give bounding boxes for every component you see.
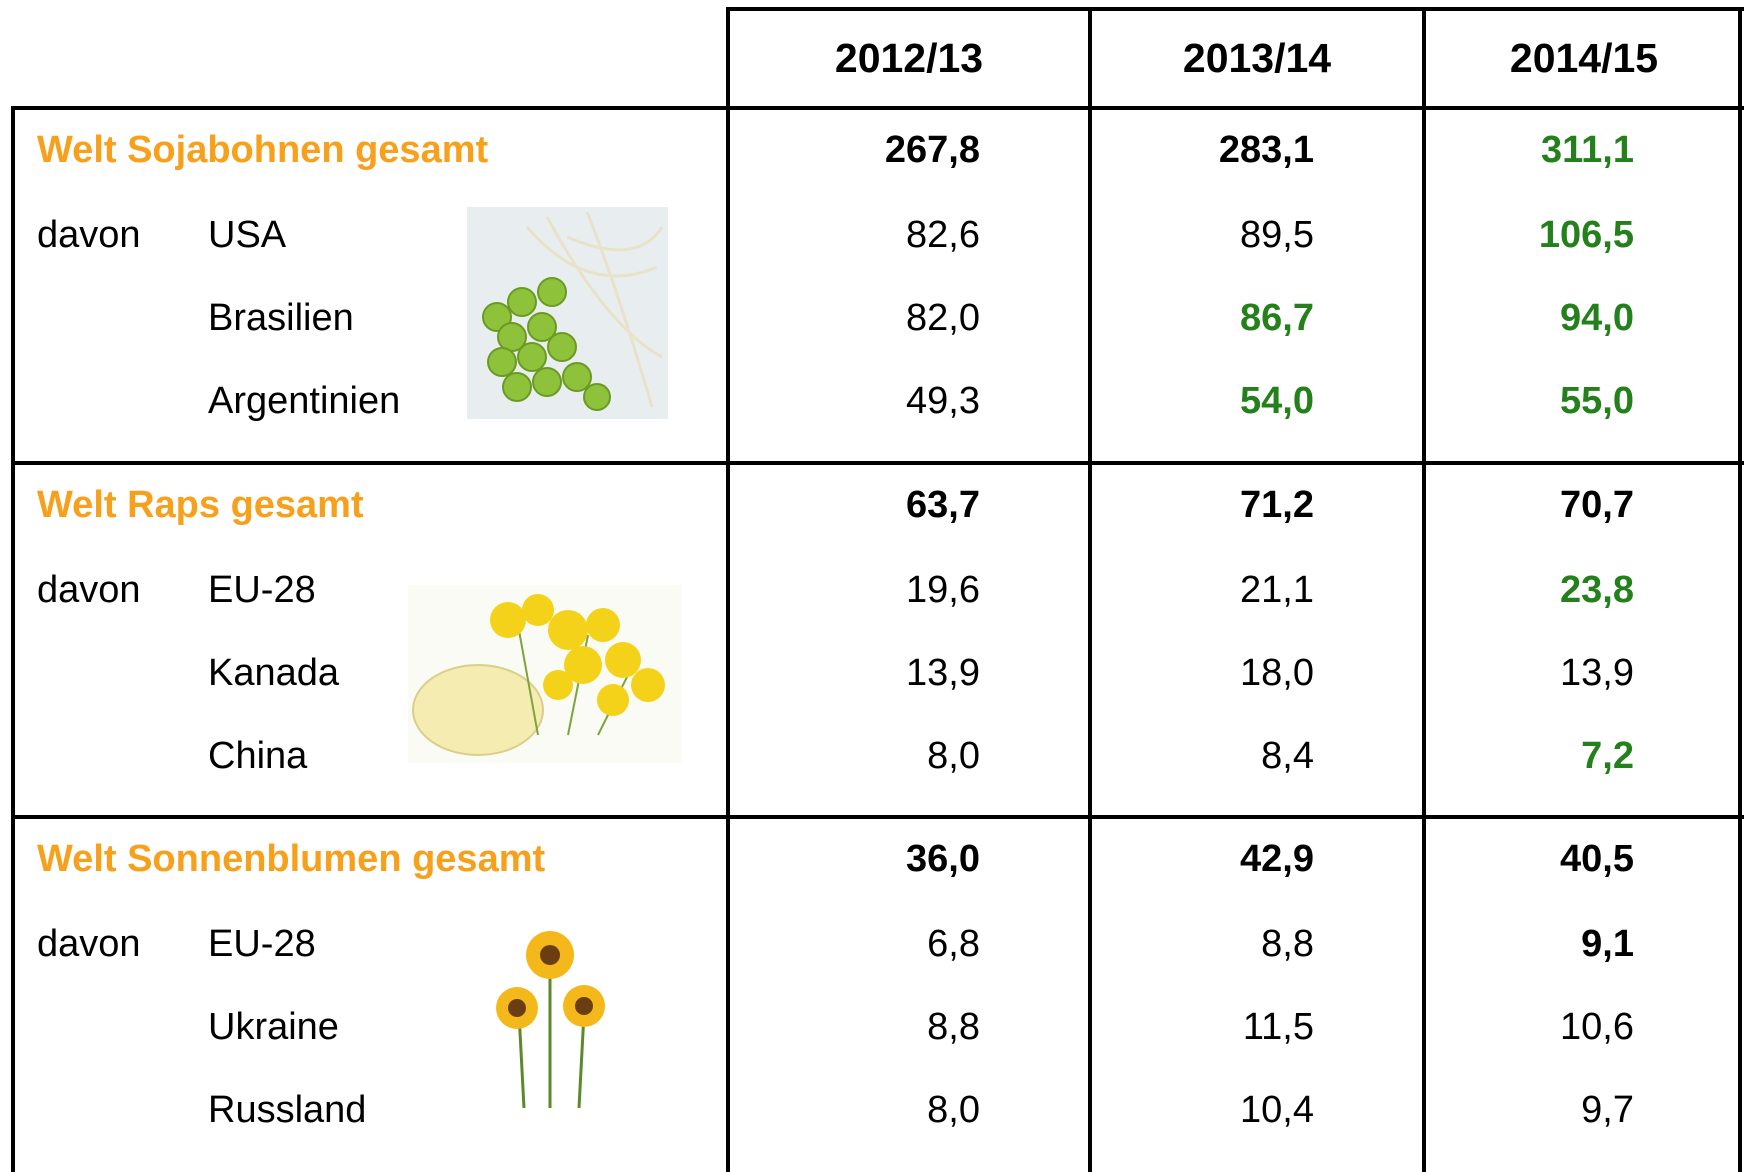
cell-value: 13,9 <box>1424 651 1634 695</box>
cell-value: 86,7 <box>1090 296 1314 340</box>
cell-value: 82,6 <box>728 213 980 257</box>
cell-value: 23,8 <box>1424 568 1634 612</box>
country-label: EU-28 <box>208 568 316 612</box>
cell-value: 11,5 <box>1090 1005 1314 1049</box>
total-value: 70,7 <box>1424 483 1634 527</box>
row-prefix: davon <box>37 568 141 612</box>
cell-value: 8,4 <box>1090 734 1314 778</box>
section-title: Welt Sojabohnen gesamt <box>37 128 488 172</box>
country-label: Argentinien <box>208 379 400 423</box>
cell-value: 89,5 <box>1090 213 1314 257</box>
country-label: EU-28 <box>208 922 316 966</box>
cell-value: 6,8 <box>728 922 980 966</box>
cell-value: 55,0 <box>1424 379 1634 423</box>
table-border <box>726 7 1744 11</box>
total-value: 283,1 <box>1090 128 1314 172</box>
country-label: China <box>208 734 307 778</box>
section-line <box>11 106 1744 110</box>
cell-value: 8,8 <box>728 1005 980 1049</box>
cell-value: 18,0 <box>1090 651 1314 695</box>
cell-value: 106,5 <box>1424 213 1634 257</box>
cell-value: 82,0 <box>728 296 980 340</box>
table-border <box>11 108 15 1172</box>
row-prefix: davon <box>37 213 141 257</box>
country-label: Russland <box>208 1088 366 1132</box>
section-line <box>11 815 1744 819</box>
total-value: 311,1 <box>1424 128 1634 172</box>
rapeseed-image <box>408 585 682 763</box>
total-value: 267,8 <box>728 128 980 172</box>
row-prefix: davon <box>37 922 141 966</box>
column-header: 2013/14 <box>1090 36 1424 80</box>
total-value: 63,7 <box>728 483 980 527</box>
total-value: 40,5 <box>1424 837 1634 881</box>
soybean-image <box>467 207 668 419</box>
cell-value: 49,3 <box>728 379 980 423</box>
cell-value: 8,8 <box>1090 922 1314 966</box>
column-header: 2012/13 <box>728 36 1090 80</box>
cell-value: 19,6 <box>728 568 980 612</box>
total-value: 36,0 <box>728 837 980 881</box>
section-title: Welt Raps gesamt <box>37 483 364 527</box>
cell-value: 8,0 <box>728 1088 980 1132</box>
country-label: Brasilien <box>208 296 354 340</box>
page: 2012/132013/142014/15 Welt Sojabohnen ges… <box>0 0 1744 1172</box>
country-label: USA <box>208 213 286 257</box>
cell-value: 10,4 <box>1090 1088 1314 1132</box>
country-label: Ukraine <box>208 1005 339 1049</box>
cell-value: 54,0 <box>1090 379 1314 423</box>
section-title: Welt Sonnenblumen gesamt <box>37 837 545 881</box>
total-value: 71,2 <box>1090 483 1314 527</box>
cell-value: 8,0 <box>728 734 980 778</box>
cell-value: 94,0 <box>1424 296 1634 340</box>
total-value: 42,9 <box>1090 837 1314 881</box>
cell-value: 10,6 <box>1424 1005 1634 1049</box>
cell-value: 9,1 <box>1424 922 1634 966</box>
column-header: 2014/15 <box>1424 36 1744 80</box>
cell-value: 9,7 <box>1424 1088 1634 1132</box>
section-line <box>11 461 1744 465</box>
country-label: Kanada <box>208 651 339 695</box>
table-border <box>1738 9 1742 1172</box>
cell-value: 7,2 <box>1424 734 1634 778</box>
cell-value: 21,1 <box>1090 568 1314 612</box>
sunflower-image <box>489 923 612 1112</box>
cell-value: 13,9 <box>728 651 980 695</box>
